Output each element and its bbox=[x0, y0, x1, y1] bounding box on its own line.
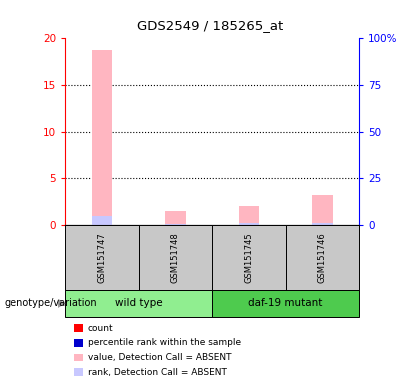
FancyBboxPatch shape bbox=[65, 225, 139, 290]
Bar bbox=[165, 223, 186, 225]
Bar bbox=[239, 206, 259, 225]
Text: GDS2549 / 185265_at: GDS2549 / 185265_at bbox=[137, 19, 283, 32]
Text: wild type: wild type bbox=[115, 298, 163, 308]
Text: percentile rank within the sample: percentile rank within the sample bbox=[88, 338, 241, 348]
Polygon shape bbox=[58, 299, 66, 308]
FancyBboxPatch shape bbox=[212, 290, 359, 317]
Text: value, Detection Call = ABSENT: value, Detection Call = ABSENT bbox=[88, 353, 231, 362]
FancyBboxPatch shape bbox=[212, 225, 286, 290]
Text: genotype/variation: genotype/variation bbox=[4, 298, 97, 308]
Bar bbox=[165, 211, 186, 225]
Bar bbox=[312, 195, 333, 225]
Text: GSM151746: GSM151746 bbox=[318, 232, 327, 283]
FancyBboxPatch shape bbox=[139, 225, 212, 290]
Text: GSM151748: GSM151748 bbox=[171, 232, 180, 283]
FancyBboxPatch shape bbox=[286, 225, 359, 290]
Text: GSM151747: GSM151747 bbox=[97, 232, 106, 283]
Text: daf-19 mutant: daf-19 mutant bbox=[248, 298, 323, 308]
Text: rank, Detection Call = ABSENT: rank, Detection Call = ABSENT bbox=[88, 367, 227, 377]
Bar bbox=[92, 50, 112, 225]
FancyBboxPatch shape bbox=[65, 290, 212, 317]
Bar bbox=[312, 223, 333, 225]
Bar bbox=[92, 217, 112, 225]
Text: count: count bbox=[88, 324, 113, 333]
Bar bbox=[239, 223, 259, 225]
Text: GSM151745: GSM151745 bbox=[244, 232, 253, 283]
